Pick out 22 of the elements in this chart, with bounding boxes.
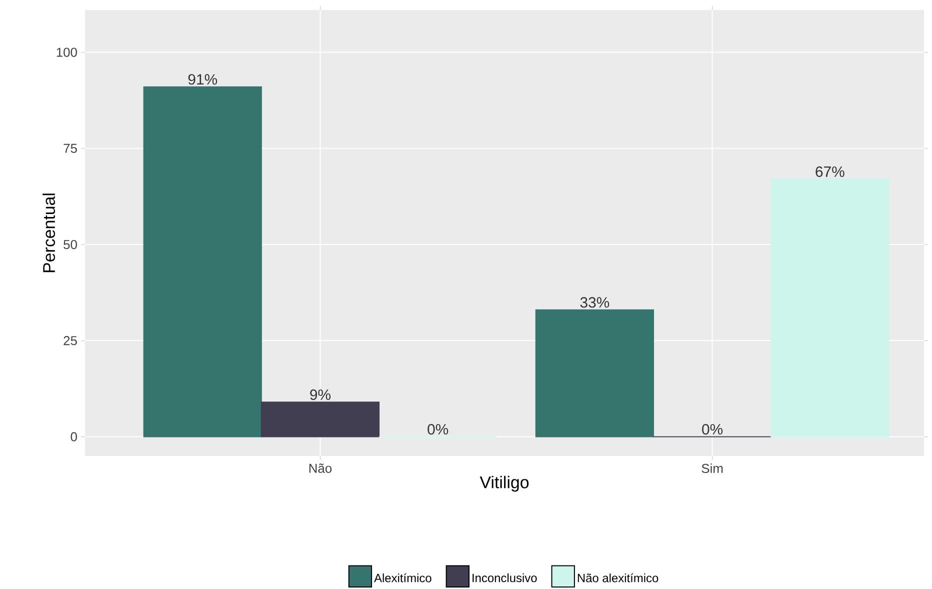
legend-label: Alexitímico	[374, 573, 432, 582]
bar	[535, 309, 654, 438]
y-tick-label: 100	[56, 47, 77, 57]
data-label: 9%	[310, 389, 330, 400]
x-tick-label: Sim	[702, 463, 723, 473]
data-label: 91%	[188, 74, 218, 84]
data-label: 33%	[580, 296, 610, 308]
x-tick-label: Não	[309, 463, 332, 473]
bar	[770, 178, 890, 438]
bar	[143, 86, 262, 438]
legend-label: Inconclusivo	[472, 573, 537, 582]
y-axis-title: Percentual	[42, 193, 56, 272]
y-tick-label: 50	[64, 240, 77, 249]
bar	[260, 401, 380, 438]
x-axis-title: Vitiligo	[480, 476, 529, 492]
y-tick-label: 0	[70, 432, 77, 442]
legend-label: Não alexitímico	[578, 573, 658, 582]
data-label: 0%	[428, 424, 448, 434]
y-tick-label: 75	[64, 144, 77, 153]
data-label: 0%	[702, 424, 723, 434]
data-label: 67%	[816, 166, 844, 177]
y-tick-label: 25	[64, 336, 77, 345]
